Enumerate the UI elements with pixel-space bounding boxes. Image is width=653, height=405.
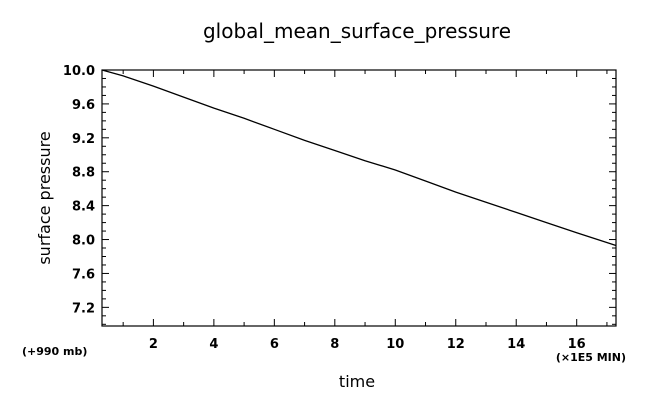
x-tick-label: 14 <box>507 337 525 352</box>
x-tick-label: 16 <box>568 337 586 352</box>
x-axis-ticks: 2 4 6 8 10 12 14 16 <box>122 70 608 352</box>
x-tick-label: 4 <box>209 337 218 352</box>
x-tick-label: 10 <box>386 337 404 352</box>
series-line <box>101 69 617 247</box>
series-layer <box>101 69 617 247</box>
y-tick-label: 8.0 <box>72 234 95 249</box>
x-unit-note: (×1E5 MIN) <box>556 351 626 364</box>
y-tick-label: 8.4 <box>72 200 95 215</box>
y-tick-label: 7.6 <box>72 267 95 282</box>
plot-frame <box>101 69 617 327</box>
x-axis-label: time <box>339 372 375 391</box>
x-tick-label: 2 <box>149 337 158 352</box>
y-axis-ticks: 10.0 9.6 9.2 8.8 8.4 8.0 7.6 7.2 <box>63 64 616 325</box>
y-axis-label: surface pressure <box>35 131 54 264</box>
x-tick-label: 6 <box>270 337 279 352</box>
chart-title: global_mean_surface_pressure <box>203 19 511 43</box>
x-tick-label: 8 <box>330 337 339 352</box>
y-tick-label: 7.2 <box>72 301 95 316</box>
x-tick-label: 12 <box>447 337 465 352</box>
y-tick-label: 8.8 <box>72 166 95 181</box>
y-tick-label: 10.0 <box>63 64 95 79</box>
y-offset-note: (+990 mb) <box>22 345 87 358</box>
y-tick-label: 9.6 <box>72 98 95 113</box>
y-tick-label: 9.2 <box>72 132 95 147</box>
